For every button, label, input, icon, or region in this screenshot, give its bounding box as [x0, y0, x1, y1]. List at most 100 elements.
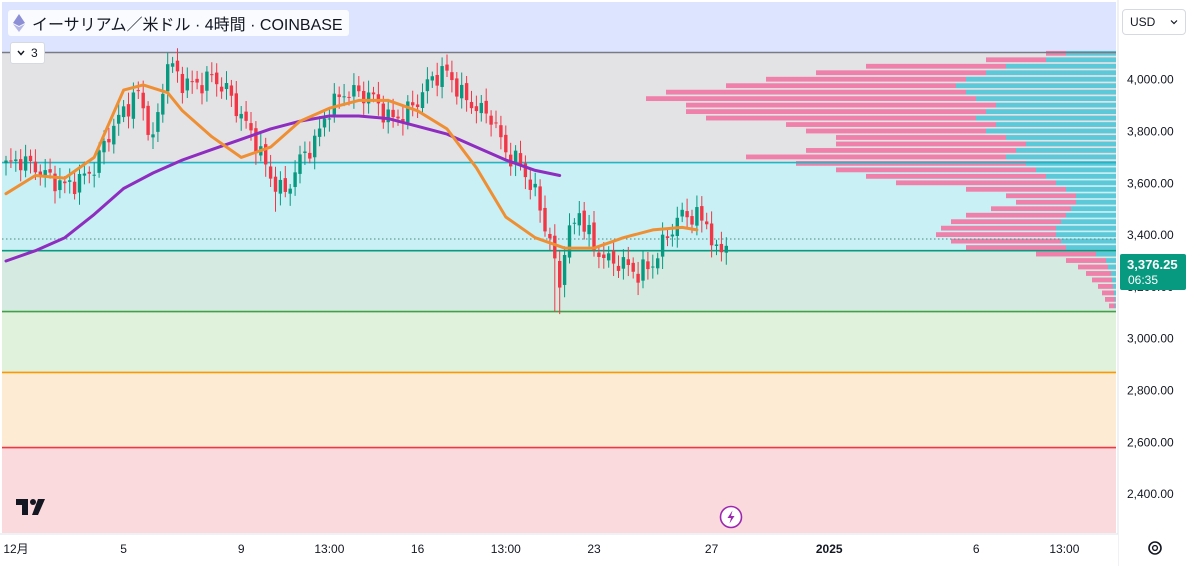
candle-body[interactable] — [562, 254, 567, 285]
candle-body[interactable] — [386, 109, 390, 123]
candle-body[interactable] — [357, 85, 361, 92]
candle-body[interactable] — [646, 261, 650, 270]
candle-body[interactable] — [112, 125, 116, 145]
candle-body[interactable] — [420, 92, 425, 109]
candle-body[interactable] — [352, 85, 356, 97]
candle-body[interactable] — [298, 154, 302, 174]
candle-body[interactable] — [166, 64, 170, 92]
candle-body[interactable] — [626, 259, 630, 265]
candle-body[interactable] — [651, 266, 655, 268]
candle-body[interactable] — [224, 83, 229, 90]
candle-body[interactable] — [180, 73, 185, 94]
candle-body[interactable] — [538, 186, 542, 211]
candle-body[interactable] — [690, 216, 694, 225]
candle-body[interactable] — [705, 221, 709, 225]
candle-body[interactable] — [9, 160, 13, 162]
candle-body[interactable] — [254, 128, 258, 154]
candle-body[interactable] — [602, 254, 606, 258]
candle-body[interactable] — [14, 159, 18, 162]
candle-body[interactable] — [553, 235, 557, 259]
candle-body[interactable] — [97, 150, 101, 173]
candle-body[interactable] — [714, 244, 719, 246]
candle-body[interactable] — [151, 134, 155, 138]
candle-body[interactable] — [82, 173, 87, 176]
candle-body[interactable] — [205, 71, 209, 91]
candle-body[interactable] — [322, 118, 327, 128]
candle-body[interactable] — [126, 104, 131, 117]
candle-body[interactable] — [264, 144, 268, 165]
candle-body[interactable] — [518, 153, 523, 166]
candle-body[interactable] — [327, 118, 332, 120]
candle-body[interactable] — [558, 260, 562, 288]
candle-body[interactable] — [195, 78, 199, 83]
candle-body[interactable] — [469, 101, 474, 109]
indicator-toggle-button[interactable]: 3 — [10, 42, 45, 64]
candle-body[interactable] — [146, 105, 150, 135]
candle-body[interactable] — [19, 159, 23, 171]
candle-body[interactable] — [175, 60, 180, 72]
candle-body[interactable] — [435, 74, 439, 86]
moving-average-slow-line[interactable] — [4, 114, 562, 263]
candle-body[interactable] — [371, 92, 376, 95]
candle-body[interactable] — [63, 181, 67, 184]
candle-body[interactable] — [68, 180, 72, 182]
candle-body[interactable] — [303, 151, 307, 153]
candle-body[interactable] — [621, 257, 626, 269]
candle-body[interactable] — [513, 150, 518, 165]
candle-body[interactable] — [92, 174, 96, 176]
candle-body[interactable] — [430, 76, 434, 81]
candle-body[interactable] — [607, 253, 611, 261]
candle-body[interactable] — [631, 262, 635, 272]
candle-body[interactable] — [616, 265, 621, 271]
candle-body[interactable] — [77, 173, 82, 193]
candle-body[interactable] — [244, 111, 248, 121]
candle-body[interactable] — [636, 273, 640, 283]
candle-body[interactable] — [362, 90, 366, 104]
candle-body[interactable] — [464, 83, 469, 101]
candle-body[interactable] — [317, 128, 322, 137]
candle-body[interactable] — [381, 103, 385, 123]
candle-body[interactable] — [391, 109, 395, 118]
candle-body[interactable] — [347, 96, 351, 98]
candle-body[interactable] — [572, 222, 577, 224]
candle-body[interactable] — [288, 188, 292, 194]
candle-body[interactable] — [185, 78, 189, 91]
candle-body[interactable] — [53, 173, 57, 192]
candle-body[interactable] — [670, 234, 675, 237]
candle-body[interactable] — [170, 63, 175, 67]
candle-body[interactable] — [504, 134, 508, 153]
candle-body[interactable] — [582, 210, 586, 232]
moving-average-fast-line[interactable] — [4, 83, 699, 250]
candle-body[interactable] — [611, 250, 616, 264]
candle-body[interactable] — [87, 171, 91, 174]
candle-body[interactable] — [117, 114, 121, 124]
time-axis[interactable] — [0, 534, 1118, 566]
candle-body[interactable] — [161, 93, 165, 115]
candle-body[interactable] — [239, 113, 243, 119]
candle-body[interactable] — [278, 179, 283, 194]
candle-body[interactable] — [445, 64, 449, 71]
candle-body[interactable] — [215, 72, 219, 85]
candle-body[interactable] — [474, 106, 479, 112]
candle-body[interactable] — [23, 156, 28, 171]
candle-body[interactable] — [597, 252, 601, 257]
candle-body[interactable] — [43, 170, 47, 176]
candle-body[interactable] — [200, 85, 204, 94]
candle-body[interactable] — [28, 155, 33, 162]
candle-body[interactable] — [709, 223, 714, 246]
candle-body[interactable] — [567, 225, 572, 258]
candle-body[interactable] — [273, 176, 278, 192]
tradingview-logo-icon[interactable] — [14, 496, 54, 520]
candle-body[interactable] — [121, 106, 126, 118]
candle-body[interactable] — [33, 161, 38, 173]
candle-body[interactable] — [440, 66, 444, 87]
candle-body[interactable] — [210, 74, 214, 76]
candle-body[interactable] — [234, 93, 238, 117]
candle-body[interactable] — [700, 206, 704, 221]
candle-body[interactable] — [219, 86, 224, 92]
candle-body[interactable] — [499, 125, 503, 138]
candle-body[interactable] — [376, 94, 381, 104]
candle-body[interactable] — [415, 104, 420, 108]
candle-body[interactable] — [528, 179, 532, 190]
